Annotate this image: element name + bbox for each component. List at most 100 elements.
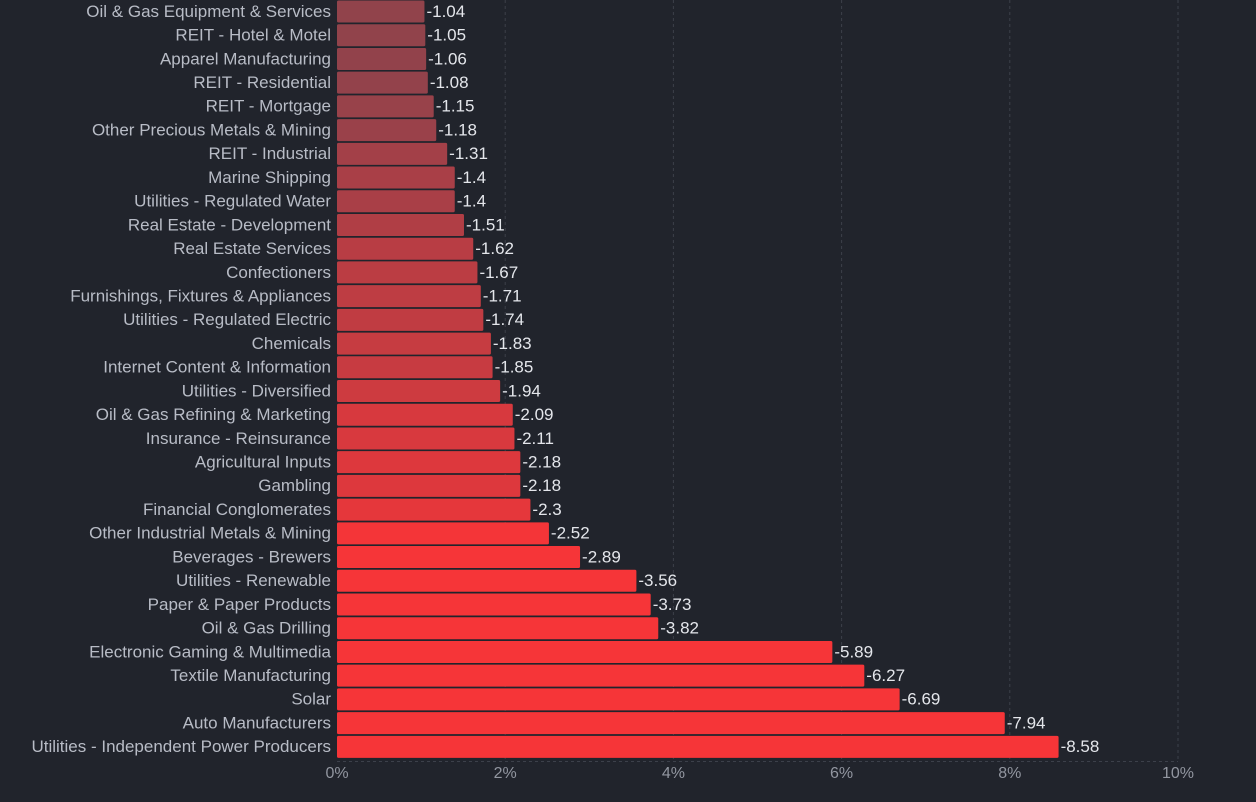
bar[interactable] — [337, 332, 491, 355]
value-label: -1.05 — [427, 26, 466, 45]
bar[interactable] — [337, 712, 1005, 735]
bar[interactable] — [337, 380, 501, 403]
category-label: Oil & Gas Equipment & Services — [86, 2, 331, 21]
bars — [337, 0, 1059, 758]
bar[interactable] — [337, 166, 455, 189]
bar[interactable] — [337, 427, 515, 450]
category-label: Chemicals — [252, 334, 331, 353]
bar[interactable] — [337, 95, 434, 118]
value-labels: -1.04 -1.05 -1.06 -1.08 -1.15 -1.18 -1.31 -1.4 -… — [426, 2, 1099, 756]
bar[interactable] — [337, 308, 484, 331]
value-label: -3.82 — [660, 619, 699, 638]
category-label: Utilities - Diversified — [182, 381, 331, 400]
value-label: -1.4 — [457, 168, 486, 187]
bar[interactable] — [337, 664, 865, 687]
bar[interactable] — [337, 24, 426, 47]
category-label: Apparel Manufacturing — [160, 49, 331, 68]
x-tick-label: 8% — [998, 765, 1021, 782]
value-label: -3.56 — [638, 571, 677, 590]
value-label: -2.89 — [582, 547, 621, 566]
value-label: -1.18 — [438, 120, 477, 139]
bar[interactable] — [337, 688, 900, 711]
bar[interactable] — [337, 71, 428, 94]
category-label: Oil & Gas Refining & Marketing — [96, 405, 331, 424]
bar[interactable] — [337, 261, 478, 284]
bar[interactable] — [337, 735, 1059, 758]
bar[interactable] — [337, 0, 425, 23]
category-label: Agricultural Inputs — [195, 453, 331, 472]
x-tick-label: 10% — [1162, 765, 1194, 782]
value-label: -3.73 — [653, 595, 692, 614]
bar[interactable] — [337, 498, 531, 521]
category-label: REIT - Hotel & Motel — [175, 26, 331, 45]
value-label: -2.11 — [516, 429, 554, 448]
bar[interactable] — [337, 546, 581, 569]
category-label: Real Estate - Development — [128, 215, 331, 234]
x-tick-label: 6% — [830, 765, 853, 782]
value-label: -1.62 — [475, 239, 514, 258]
value-label: -1.31 — [449, 144, 488, 163]
category-label: Solar — [291, 690, 331, 709]
category-label: Beverages - Brewers — [172, 547, 331, 566]
category-label: Oil & Gas Drilling — [202, 619, 331, 638]
category-label: Utilities - Renewable — [176, 571, 331, 590]
value-label: -1.94 — [502, 381, 541, 400]
grid-lines — [337, 0, 1179, 763]
category-label: Auto Manufacturers — [183, 713, 331, 732]
category-label: Paper & Paper Products — [148, 595, 331, 614]
x-tick-label: 0% — [325, 765, 348, 782]
bar[interactable] — [337, 474, 521, 497]
bar[interactable] — [337, 285, 481, 308]
bar[interactable] — [337, 47, 427, 70]
value-label: -2.18 — [522, 453, 561, 472]
bar[interactable] — [337, 403, 513, 426]
category-label: Confectioners — [226, 263, 331, 282]
value-label: -7.94 — [1007, 713, 1046, 732]
value-label: -1.85 — [495, 358, 534, 377]
bar[interactable] — [337, 640, 833, 663]
category-label: Marine Shipping — [208, 168, 331, 187]
category-label: REIT - Mortgage — [206, 97, 331, 116]
bar[interactable] — [337, 356, 493, 379]
category-labels: Oil & Gas Equipment & Services REIT - Hot… — [31, 2, 331, 756]
category-label: Other Industrial Metals & Mining — [89, 524, 331, 543]
value-label: -8.58 — [1061, 737, 1100, 756]
bar[interactable] — [337, 451, 521, 474]
bar[interactable] — [337, 617, 659, 640]
category-label: Furnishings, Fixtures & Appliances — [70, 286, 331, 305]
bar[interactable] — [337, 119, 437, 142]
x-tick-label: 2% — [494, 765, 517, 782]
bar[interactable] — [337, 522, 549, 545]
value-label: -1.67 — [479, 263, 518, 282]
value-label: -1.71 — [483, 286, 522, 305]
value-label: -6.27 — [866, 666, 905, 685]
category-label: Gambling — [258, 476, 331, 495]
bar[interactable] — [337, 237, 474, 260]
value-label: -1.06 — [428, 49, 467, 68]
value-label: -5.89 — [834, 642, 873, 661]
category-label: Insurance - Reinsurance — [146, 429, 331, 448]
category-label: REIT - Industrial — [208, 144, 331, 163]
value-label: -2.52 — [551, 524, 590, 543]
category-label: REIT - Residential — [193, 73, 331, 92]
category-label: Electronic Gaming & Multimedia — [89, 642, 331, 661]
category-label: Real Estate Services — [173, 239, 331, 258]
value-label: -1.08 — [430, 73, 469, 92]
category-label: Financial Conglomerates — [143, 500, 331, 519]
value-label: -2.09 — [515, 405, 554, 424]
category-label: Utilities - Independent Power Producers — [31, 737, 331, 756]
bar[interactable] — [337, 190, 455, 213]
value-label: -1.83 — [493, 334, 532, 353]
bar[interactable] — [337, 593, 651, 616]
bar[interactable] — [337, 213, 464, 236]
x-axis-ticks: 0% 2% 4% 6% 8% 10% — [325, 765, 1194, 782]
value-label: -1.04 — [426, 2, 465, 21]
value-label: -1.4 — [457, 192, 486, 211]
value-label: -2.3 — [532, 500, 561, 519]
bar[interactable] — [337, 142, 448, 165]
bar[interactable] — [337, 569, 637, 592]
value-label: -6.69 — [902, 690, 941, 709]
x-tick-label: 4% — [662, 765, 685, 782]
